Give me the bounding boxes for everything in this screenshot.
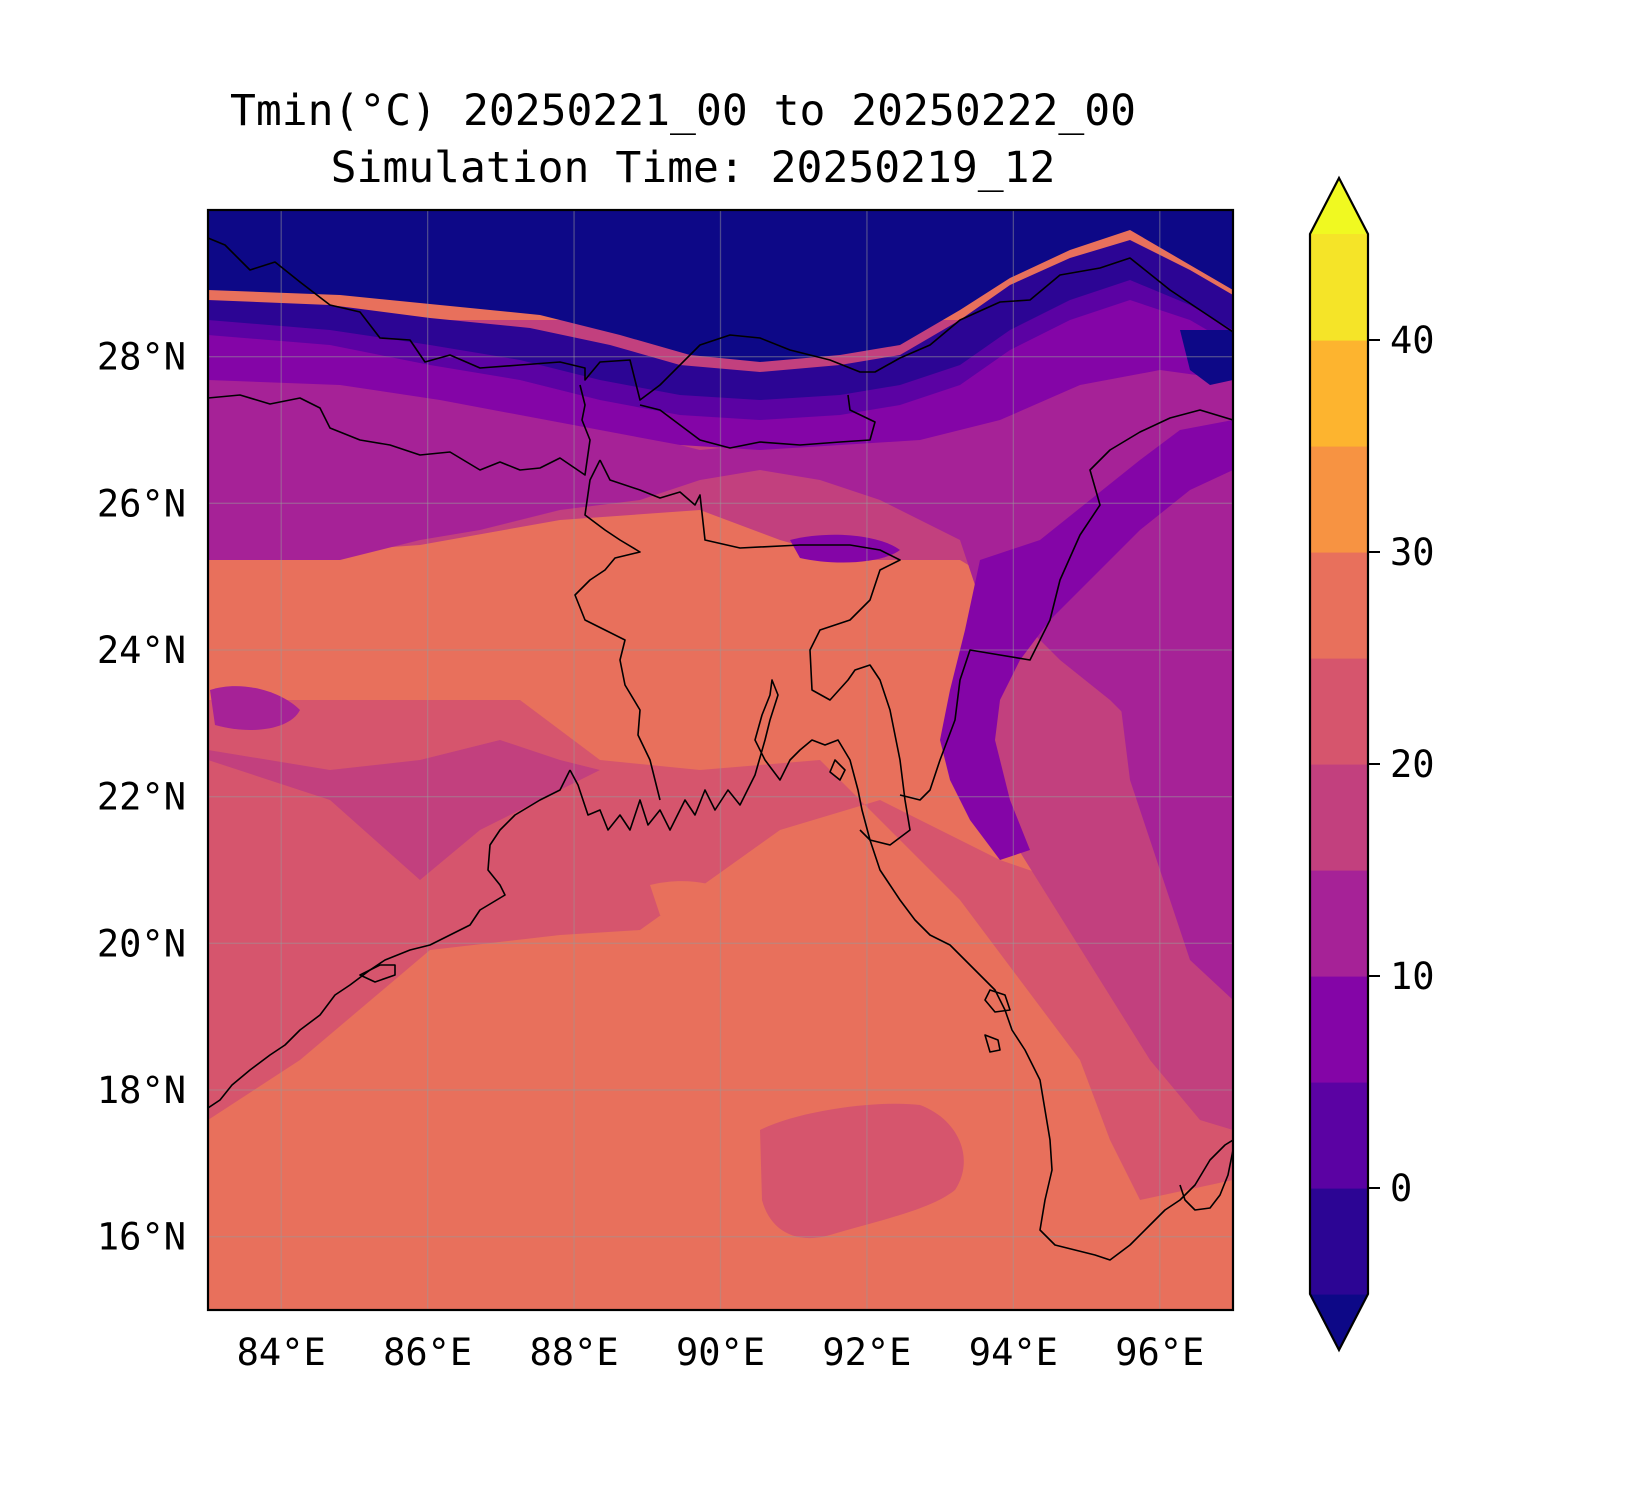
- y-tick-label: 16°N: [97, 1216, 186, 1259]
- coast-sundarbans: [569, 679, 1233, 1261]
- colorbar-segment: [1310, 870, 1368, 977]
- colorbar-segment: [1310, 234, 1368, 341]
- field-purple-himalaya: [208, 270, 1233, 450]
- y-tick-label: 24°N: [97, 629, 186, 672]
- coastlines-borders: [208, 237, 1233, 1261]
- border-bangladesh: [574, 459, 911, 846]
- field-indigo-himalaya: [208, 240, 1233, 400]
- colorbar-ticks: 0 10 20 30 40: [1368, 319, 1435, 1210]
- field-purple-patch: [790, 534, 900, 563]
- chart-title-line1: Tmin(°C) 20250221_00 to 20250222_00: [229, 86, 1137, 136]
- field-magenta-north: [208, 350, 1233, 760]
- border-nepal-south: [208, 384, 591, 476]
- colorbar-segment: [1310, 1082, 1368, 1189]
- colorbar-segment: [1310, 1188, 1368, 1295]
- colorbar-segment: [1310, 764, 1368, 871]
- y-axis-ticks: 28°N 26°N 24°N 22°N 20°N 18°N 16°N: [97, 336, 186, 1259]
- field-plateau-cold: [208, 210, 1233, 362]
- border-ne-myanmar: [899, 409, 1233, 801]
- map-frame: [206, 208, 1235, 1312]
- coast-chilika: [359, 964, 396, 983]
- coast-india-east: [208, 769, 571, 1109]
- field-magenta-west: [210, 686, 300, 730]
- coast-river-mouth: [829, 759, 846, 781]
- field-salmon-patch: [650, 881, 750, 923]
- colorbar-tick-label: 20: [1390, 743, 1435, 786]
- x-tick-label: 96°E: [1115, 1331, 1204, 1374]
- x-tick-label: 88°E: [530, 1331, 619, 1374]
- colorbar-tick-label: 10: [1390, 955, 1435, 998]
- y-tick-label: 18°N: [97, 1069, 186, 1112]
- y-tick-label: 26°N: [97, 482, 186, 525]
- x-tick-label: 94°E: [969, 1331, 1058, 1374]
- colorbar-segment: [1310, 446, 1368, 553]
- field-plateau-notch: [1180, 330, 1233, 385]
- temperature-field: [208, 210, 1233, 1310]
- field-rose-patch: [760, 1103, 964, 1239]
- field-purple-ne: [940, 420, 1233, 860]
- y-tick-label: 20°N: [97, 922, 186, 965]
- colorbar-tick-label: 40: [1390, 319, 1435, 362]
- x-tick-label: 86°E: [383, 1331, 472, 1374]
- border-nepal-north: [208, 237, 1233, 401]
- colorbar-extend-high: [1310, 178, 1368, 234]
- y-tick-label: 28°N: [97, 336, 186, 379]
- gridlines: [208, 210, 1233, 1310]
- x-tick-label: 92°E: [822, 1331, 911, 1374]
- coast-island-1: [984, 989, 1011, 1013]
- colorbar-segment: [1310, 976, 1368, 1083]
- chart-title-line2: Simulation Time: 20250219_12: [330, 143, 1056, 193]
- x-tick-label: 84°E: [237, 1331, 326, 1374]
- colorbar-outline: [1308, 175, 1370, 1353]
- border-bhutan: [639, 394, 876, 449]
- y-tick-label: 22°N: [97, 776, 186, 819]
- colorbar-segment: [1310, 340, 1368, 447]
- coast-island-2: [984, 1034, 1001, 1053]
- colorbar-segment: [1310, 658, 1368, 765]
- coast-myanmar-south: [1179, 1149, 1233, 1211]
- colorbar-extend-low: [1310, 1294, 1368, 1350]
- colorbar-tick-label: 30: [1390, 531, 1435, 574]
- x-tick-label: 90°E: [676, 1331, 765, 1374]
- colorbar-tick-label: 0: [1390, 1167, 1412, 1210]
- colorbar: [1308, 175, 1370, 1353]
- x-axis-ticks: 84°E 86°E 88°E 90°E 92°E 94°E 96°E: [237, 1331, 1205, 1374]
- field-pink-coast: [208, 740, 600, 880]
- colorbar-segment: [1310, 552, 1368, 659]
- field-magenta-east: [1120, 700, 1233, 1000]
